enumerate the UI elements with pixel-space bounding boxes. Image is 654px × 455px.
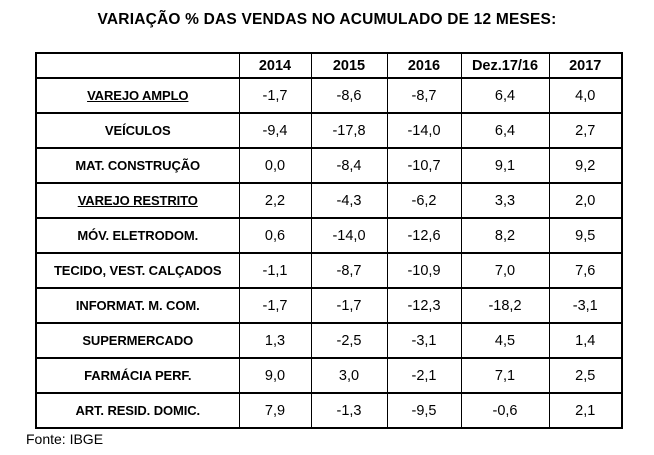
value-cell: -1,7: [310, 287, 388, 324]
table-row: MAT. CONSTRUÇÃO 0,0 -8,4 -10,7 9,1 9,2: [35, 147, 623, 184]
value-cell: -0,6: [460, 392, 550, 429]
row-label-text: VAREJO RESTRITO: [77, 193, 198, 208]
table-row: FARMÁCIA PERF. 9,0 3,0 -2,1 7,1 2,5: [35, 357, 623, 394]
value-cell: 3,0: [310, 357, 388, 394]
value-cell: 0,6: [238, 217, 312, 254]
value-cell: 4,5: [460, 322, 550, 359]
row-label: MÓV. ELETRODOM.: [35, 217, 240, 254]
source-note: Fonte: IBGE: [26, 431, 104, 447]
value-cell: -8,7: [386, 77, 462, 114]
value-cell: 7,1: [460, 357, 550, 394]
page-title: VARIAÇÃO % DAS VENDAS NO ACUMULADO DE 12…: [97, 11, 557, 28]
value-cell: 7,6: [548, 252, 623, 289]
row-label: TECIDO, VEST. CALÇADOS: [35, 252, 240, 289]
value-cell: 6,4: [460, 112, 550, 149]
row-label: VAREJO AMPLO: [35, 77, 240, 114]
column-header: 2015: [310, 52, 388, 79]
value-cell: -18,2: [460, 287, 550, 324]
row-label-text: FARMÁCIA PERF.: [84, 368, 192, 383]
value-cell: 2,7: [548, 112, 623, 149]
table-row: MÓV. ELETRODOM. 0,6 -14,0 -12,6 8,2 9,5: [35, 217, 623, 254]
table-row: ART. RESID. DOMIC. 7,9 -1,3 -9,5 -0,6 2,1: [35, 392, 623, 429]
value-cell: -1,1: [238, 252, 312, 289]
value-cell: -1,7: [238, 77, 312, 114]
value-cell: -2,1: [386, 357, 462, 394]
row-label: VEÍCULOS: [35, 112, 240, 149]
row-label-text: ART. RESID. DOMIC.: [75, 403, 201, 418]
value-cell: 4,0: [548, 77, 623, 114]
value-cell: -8,7: [310, 252, 388, 289]
value-cell: -14,0: [386, 112, 462, 149]
row-label-text: VEÍCULOS: [104, 123, 171, 138]
row-label: FARMÁCIA PERF.: [35, 357, 240, 394]
value-cell: 1,3: [238, 322, 312, 359]
row-label-text: MÓV. ELETRODOM.: [77, 228, 199, 243]
table-row: INFORMAT. M. COM. -1,7 -1,7 -12,3 -18,2 -3,1: [35, 287, 623, 324]
row-label: ART. RESID. DOMIC.: [35, 392, 240, 429]
value-cell: -2,5: [310, 322, 388, 359]
column-header: Dez.17/16: [460, 52, 550, 79]
value-cell: -9,4: [238, 112, 312, 149]
value-cell: 2,0: [548, 182, 623, 219]
value-cell: 9,1: [460, 147, 550, 184]
row-label-text: SUPERMERCADO: [82, 333, 194, 348]
table-row: VAREJO RESTRITO 2,2 -4,3 -6,2 3,3 2,0: [35, 182, 623, 219]
value-cell: -10,9: [386, 252, 462, 289]
value-cell: -8,6: [310, 77, 388, 114]
value-cell: -9,5: [386, 392, 462, 429]
value-cell: 9,2: [548, 147, 623, 184]
corner-header-cell: [35, 52, 240, 79]
value-cell: -10,7: [386, 147, 462, 184]
value-cell: -14,0: [310, 217, 388, 254]
sales-variation-table: 2014 2015 2016 Dez.17/16 2017 VAREJO AMPLO -1…: [35, 52, 623, 429]
value-cell: -1,7: [238, 287, 312, 324]
value-cell: 6,4: [460, 77, 550, 114]
table-row: VEÍCULOS -9,4 -17,8 -14,0 6,4 2,7: [35, 112, 623, 149]
value-cell: 2,5: [548, 357, 623, 394]
value-cell: 9,5: [548, 217, 623, 254]
table-row: SUPERMERCADO 1,3 -2,5 -3,1 4,5 1,4: [35, 322, 623, 359]
value-cell: 9,0: [238, 357, 312, 394]
value-cell: -3,1: [386, 322, 462, 359]
row-label: MAT. CONSTRUÇÃO: [35, 147, 240, 184]
column-header: 2016: [386, 52, 462, 79]
value-cell: 7,9: [238, 392, 312, 429]
value-cell: -1,3: [310, 392, 388, 429]
row-label: INFORMAT. M. COM.: [35, 287, 240, 324]
value-cell: 2,2: [238, 182, 312, 219]
column-header: 2014: [238, 52, 312, 79]
table-row: TECIDO, VEST. CALÇADOS -1,1 -8,7 -10,9 7,0 7,…: [35, 252, 623, 289]
value-cell: -17,8: [310, 112, 388, 149]
row-label-text: TECIDO, VEST. CALÇADOS: [53, 263, 222, 278]
row-label: VAREJO RESTRITO: [35, 182, 240, 219]
value-cell: -4,3: [310, 182, 388, 219]
value-cell: 8,2: [460, 217, 550, 254]
value-cell: -6,2: [386, 182, 462, 219]
value-cell: 3,3: [460, 182, 550, 219]
table-row: VAREJO AMPLO -1,7 -8,6 -8,7 6,4 4,0: [35, 77, 623, 114]
value-cell: -12,3: [386, 287, 462, 324]
row-label-text: MAT. CONSTRUÇÃO: [75, 158, 201, 173]
column-header: 2017: [548, 52, 623, 79]
row-label-text: VAREJO AMPLO: [87, 88, 189, 103]
row-label: SUPERMERCADO: [35, 322, 240, 359]
value-cell: 2,1: [548, 392, 623, 429]
value-cell: 1,4: [548, 322, 623, 359]
value-cell: -3,1: [548, 287, 623, 324]
value-cell: 7,0: [460, 252, 550, 289]
row-label-text: INFORMAT. M. COM.: [75, 298, 200, 313]
value-cell: -12,6: [386, 217, 462, 254]
value-cell: 0,0: [238, 147, 312, 184]
value-cell: -8,4: [310, 147, 388, 184]
header-row: 2014 2015 2016 Dez.17/16 2017: [35, 52, 623, 79]
